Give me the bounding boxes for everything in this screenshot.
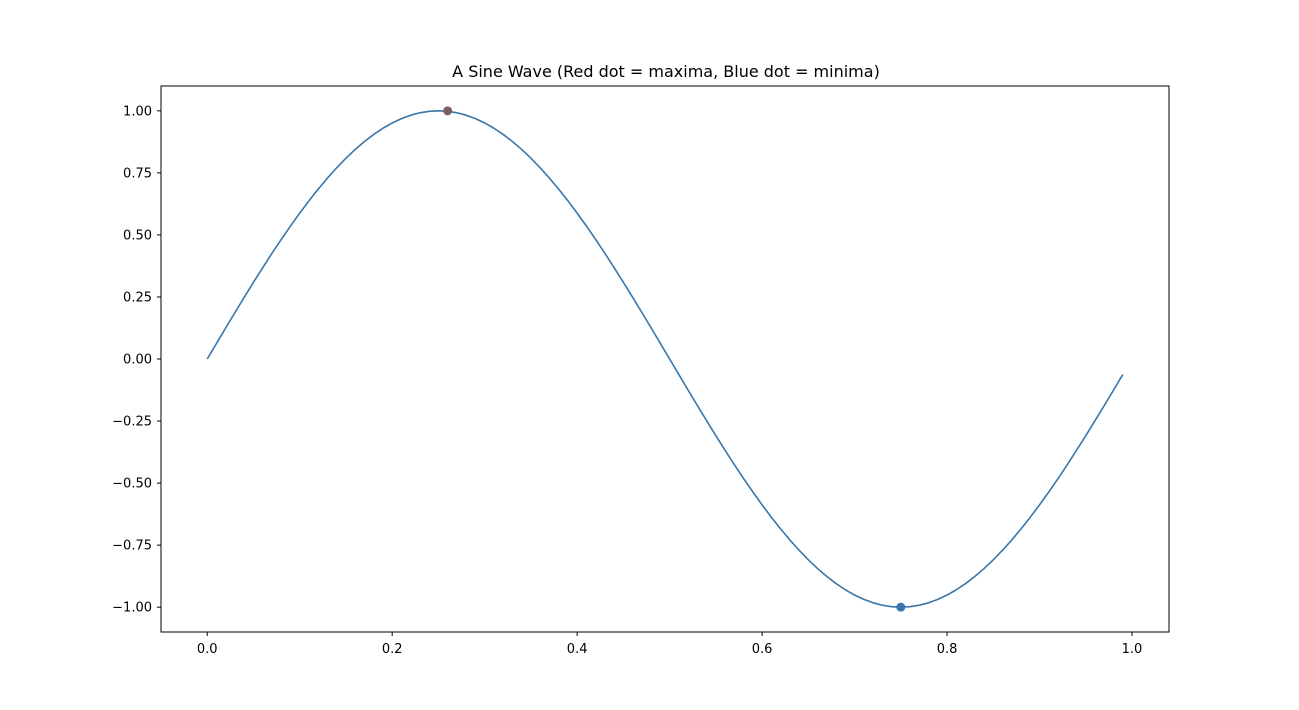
x-tick-label: 1.0 xyxy=(1122,642,1143,657)
y-axis: 1.00 0.75 0.50 0.25 0.00 −0.25 −0.50 −0.75 −1.00 xyxy=(112,104,161,616)
y-tick-label: 0.25 xyxy=(123,290,152,305)
x-tick-label: 0.8 xyxy=(937,642,958,657)
x-tick-label: 0.0 xyxy=(197,642,218,657)
y-tick-label: −0.75 xyxy=(112,539,152,554)
y-tick-label: 0.00 xyxy=(123,353,152,368)
y-tick-label: −0.25 xyxy=(112,415,152,430)
x-tick-label: 0.4 xyxy=(567,642,588,657)
x-axis: 0.0 0.2 0.4 0.6 0.8 1.0 xyxy=(197,632,1142,657)
plot-area xyxy=(206,106,1124,612)
y-tick-label: −0.50 xyxy=(112,477,152,492)
x-tick-label: 0.6 xyxy=(752,642,773,657)
y-tick-label: 1.00 xyxy=(123,104,152,119)
minima-marker xyxy=(896,602,906,612)
chart-title: A Sine Wave (Red dot = maxima, Blue dot … xyxy=(452,62,880,81)
sine-series-line xyxy=(206,110,1124,608)
maxima-marker xyxy=(443,106,453,116)
y-tick-label: 0.50 xyxy=(123,228,152,243)
y-tick-label: 0.75 xyxy=(123,166,152,181)
axes-frame xyxy=(160,85,1170,633)
y-tick-label: −1.00 xyxy=(112,601,152,616)
x-tick-label: 0.2 xyxy=(382,642,403,657)
